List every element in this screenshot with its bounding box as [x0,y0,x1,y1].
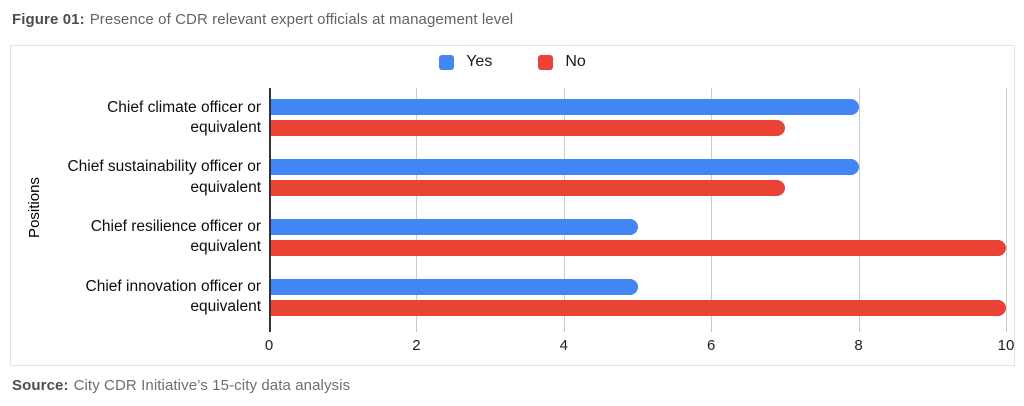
y-axis-title: Positions [23,88,45,327]
legend-item-no: No [538,53,586,71]
x-tick-label: 8 [854,337,863,354]
chart-legend: Yes No [11,53,1014,71]
category-label: Chief sustainability officer or equivale… [67,158,261,196]
bar-yes-1 [269,159,859,176]
bar-rows [269,88,1006,327]
bar-yes-3 [269,278,638,295]
axis-tick [563,327,565,332]
bar-no-3 [269,299,1006,316]
category-labels: Chief climate officer or equivalent Chief… [45,88,261,327]
category-label: Chief climate officer or equivalent [107,98,261,136]
gridline [563,88,565,327]
bar-group [269,267,1006,327]
legend-label: Yes [466,53,493,70]
x-tick-label: 0 [264,337,274,354]
x-tick-label: 2 [412,337,421,354]
legend-swatch-yes [439,54,455,70]
bar-group [269,88,1006,148]
source-text: City CDR Initiative’s 15-city data analy… [73,377,351,394]
gridline [416,88,418,327]
y-axis-line [269,88,271,332]
bar-no-1 [269,180,785,197]
bar-yes-2 [269,218,638,235]
figure-title: Figure 01: Presence of CDR relevant exper… [12,11,513,28]
axis-tick [1006,327,1007,332]
chart-panel: Yes No Positions Chief climate officer or… [10,45,1015,366]
bar-no-0 [269,120,785,137]
axis-tick [711,327,713,332]
x-axis: 0 2 4 6 8 10 [265,337,1015,357]
bar-yes-0 [269,99,859,116]
gridline [858,88,860,327]
x-tick-label: 4 [559,337,568,354]
plot-area [269,88,1007,332]
legend-label: No [565,53,586,70]
gridline [1006,88,1007,327]
figure-number-label: Figure 01: [12,11,85,28]
x-tick-label: 6 [707,337,716,354]
axis-tick [416,327,418,332]
source-label: Source: [12,377,69,394]
x-tick-label: 10 [997,337,1015,354]
source-line: Source: City CDR Initiative’s 15-city dat… [12,377,350,394]
gridline [711,88,713,327]
figure-title-text: Presence of CDR relevant expert official… [89,11,514,28]
bar-group [269,208,1006,268]
category-label: Chief resilience officer or equivalent [90,218,261,256]
legend-swatch-no [538,54,554,70]
legend-item-yes: Yes [439,53,492,71]
y-axis-title-text: Positions [25,177,43,238]
bar-group [269,148,1006,208]
bar-no-2 [269,239,1006,256]
category-label: Chief innovation officer or equivalent [85,277,261,316]
axis-tick [858,327,860,332]
